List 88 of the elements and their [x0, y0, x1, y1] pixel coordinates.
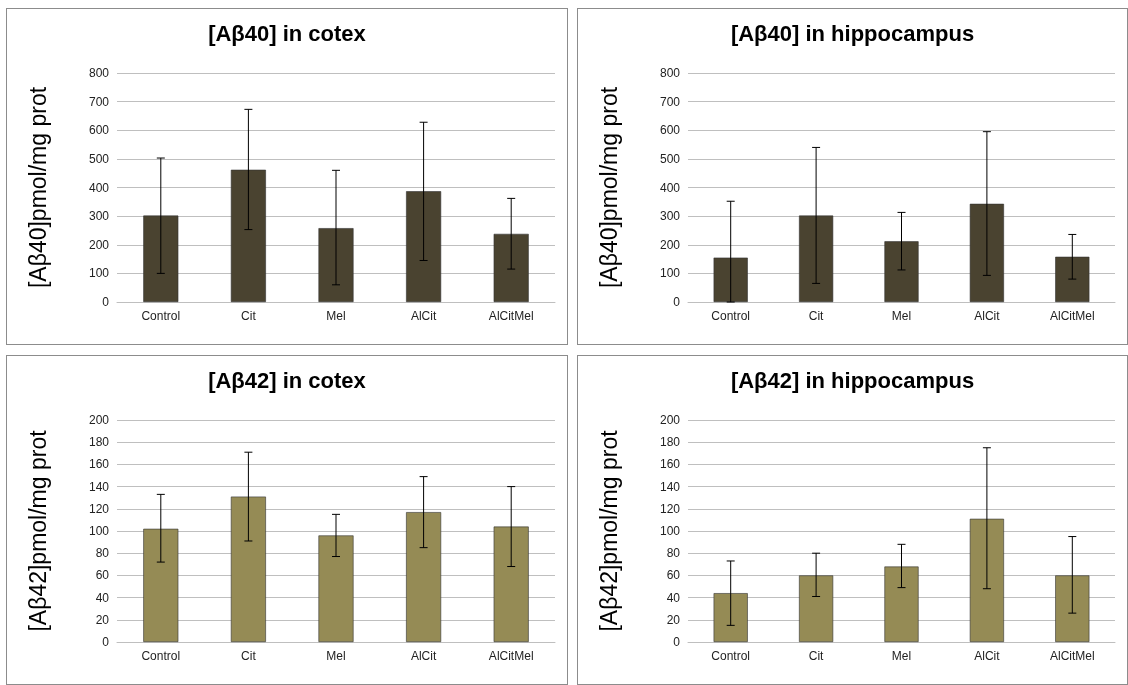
x-tick-label: Mel	[891, 649, 912, 663]
bar	[318, 228, 354, 302]
x-tick-label: AlCitMel	[488, 309, 534, 323]
bar	[884, 241, 919, 302]
y-tick-label: 500	[88, 151, 110, 166]
y-tick-label: 20	[95, 612, 110, 627]
x-tick-label: AlCitMel	[1049, 649, 1095, 663]
bar	[143, 215, 179, 302]
bar	[143, 528, 179, 642]
y-tick-label: 20	[666, 612, 681, 627]
x-tick-label: AlCit	[410, 649, 437, 663]
y-tick-label: 0	[673, 635, 681, 649]
bar	[1055, 256, 1090, 302]
x-tick-label: Control	[141, 649, 181, 663]
x-tick-label: AlCit	[974, 309, 1001, 323]
y-tick-label: 300	[88, 209, 110, 224]
y-tick-label: 700	[659, 94, 681, 109]
y-tick-label: 200	[88, 237, 110, 252]
bar	[318, 535, 354, 642]
x-tick-label: Mel	[891, 309, 912, 323]
y-tick-label: 200	[659, 237, 681, 252]
y-axis-title: [Aβ40]pmol/mg prot	[595, 86, 622, 289]
x-tick-label: AlCit	[974, 649, 1001, 663]
y-tick-label: 120	[88, 501, 110, 516]
bar	[799, 575, 834, 642]
x-tick-label: Control	[711, 649, 751, 663]
x-tick-label: Mel	[326, 649, 346, 663]
y-tick-label: 800	[659, 66, 681, 80]
bar	[713, 593, 748, 642]
y-tick-label: 180	[88, 435, 110, 450]
chart-title: [Aβ42] in cotex	[208, 367, 367, 393]
x-tick-label: Cit	[808, 309, 825, 323]
y-tick-label: 400	[659, 180, 681, 195]
y-tick-label: 200	[659, 413, 681, 427]
y-tick-label: 140	[88, 479, 110, 494]
x-tick-label: AlCitMel	[488, 649, 534, 663]
x-tick-label: Cit	[808, 649, 825, 663]
y-tick-label: 700	[88, 94, 110, 109]
y-tick-label: 200	[88, 413, 110, 427]
y-tick-label: 80	[95, 546, 110, 561]
y-tick-label: 800	[88, 66, 110, 80]
chart-title: [Aβ40] in cotex	[208, 20, 367, 46]
y-tick-label: 60	[95, 568, 110, 583]
y-tick-label: 60	[666, 568, 681, 583]
y-tick-label: 600	[659, 123, 681, 138]
y-tick-label: 400	[88, 180, 110, 195]
y-tick-label: 160	[659, 457, 681, 472]
y-tick-label: 100	[659, 524, 681, 538]
bar	[493, 526, 529, 642]
y-axis-title: [Aβ42]pmol/mg prot	[24, 429, 51, 632]
x-tick-label: Mel	[326, 309, 346, 323]
y-tick-label: 100	[88, 524, 110, 538]
y-tick-label: 500	[659, 151, 681, 166]
y-tick-label: 100	[659, 266, 681, 281]
bar	[406, 191, 442, 302]
x-tick-label: Control	[141, 309, 181, 323]
chart-title: [Aβ40] in hippocampus	[730, 20, 975, 46]
y-tick-label: 100	[88, 266, 110, 281]
bar	[230, 496, 266, 642]
x-tick-label: Cit	[241, 649, 257, 663]
y-tick-label: 160	[88, 457, 110, 472]
bar	[799, 215, 834, 302]
bar	[884, 566, 919, 642]
chart-title: [Aβ42] in hippocampus	[730, 367, 975, 393]
y-tick-label: 180	[659, 435, 681, 450]
y-tick-label: 120	[659, 501, 681, 516]
y-tick-label: 600	[88, 123, 110, 138]
y-tick-label: 80	[666, 546, 681, 561]
bar	[230, 169, 266, 302]
bar	[1055, 575, 1090, 642]
y-tick-label: 140	[659, 479, 681, 494]
y-tick-label: 0	[102, 295, 110, 309]
y-tick-label: 300	[659, 209, 681, 224]
bar	[713, 257, 748, 302]
x-tick-label: AlCit	[410, 309, 437, 323]
y-axis-title: [Aβ42]pmol/mg prot	[595, 429, 622, 632]
x-tick-label: Control	[711, 309, 751, 323]
y-tick-label: 40	[666, 590, 681, 605]
bar	[493, 233, 529, 302]
y-axis-title: [Aβ40]pmol/mg prot	[24, 86, 51, 289]
y-tick-label: 0	[102, 635, 110, 649]
bar	[406, 512, 442, 642]
y-tick-label: 40	[95, 590, 110, 605]
bar	[969, 203, 1004, 302]
x-tick-label: Cit	[241, 309, 257, 323]
x-tick-label: AlCitMel	[1049, 309, 1095, 323]
bar	[969, 518, 1004, 642]
y-tick-label: 0	[673, 295, 681, 309]
